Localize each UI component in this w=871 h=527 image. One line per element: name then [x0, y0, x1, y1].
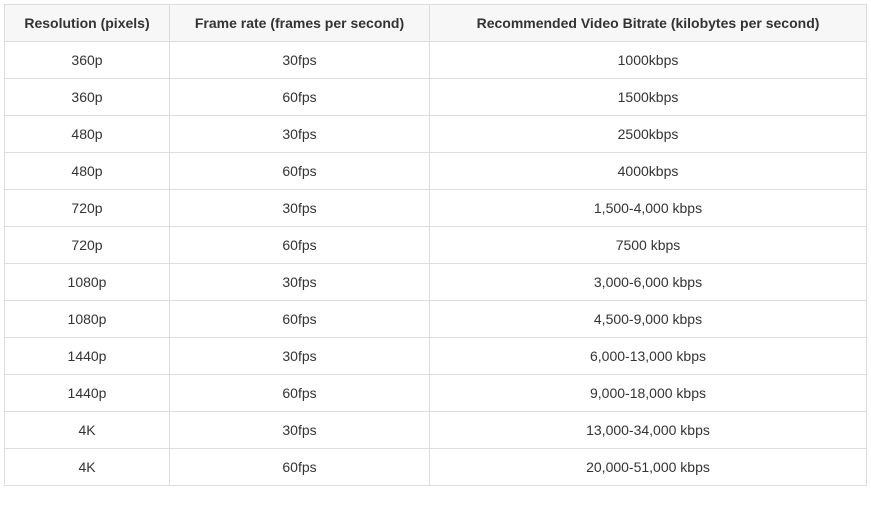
table-row: 720p 60fps 7500 kbps [5, 227, 867, 264]
cell-resolution: 480p [5, 116, 170, 153]
cell-resolution: 1080p [5, 264, 170, 301]
cell-bitrate: 4000kbps [430, 153, 867, 190]
table-header-row: Resolution (pixels) Frame rate (frames p… [5, 5, 867, 42]
cell-framerate: 30fps [170, 116, 430, 153]
bitrate-table: Resolution (pixels) Frame rate (frames p… [4, 4, 867, 486]
bitrate-table-container: Resolution (pixels) Frame rate (frames p… [0, 0, 871, 490]
cell-bitrate: 1500kbps [430, 79, 867, 116]
table-row: 1080p 60fps 4,500-9,000 kbps [5, 301, 867, 338]
table-row: 720p 30fps 1,500-4,000 kbps [5, 190, 867, 227]
cell-resolution: 4K [5, 449, 170, 486]
cell-framerate: 30fps [170, 264, 430, 301]
table-row: 1440p 30fps 6,000-13,000 kbps [5, 338, 867, 375]
cell-framerate: 60fps [170, 153, 430, 190]
cell-framerate: 60fps [170, 227, 430, 264]
cell-bitrate: 4,500-9,000 kbps [430, 301, 867, 338]
cell-resolution: 480p [5, 153, 170, 190]
cell-bitrate: 20,000-51,000 kbps [430, 449, 867, 486]
table-row: 1440p 60fps 9,000-18,000 kbps [5, 375, 867, 412]
table-row: 4K 30fps 13,000-34,000 kbps [5, 412, 867, 449]
cell-resolution: 360p [5, 42, 170, 79]
table-row: 480p 60fps 4000kbps [5, 153, 867, 190]
cell-framerate: 30fps [170, 42, 430, 79]
table-row: 480p 30fps 2500kbps [5, 116, 867, 153]
cell-framerate: 60fps [170, 449, 430, 486]
cell-framerate: 60fps [170, 301, 430, 338]
cell-resolution: 1080p [5, 301, 170, 338]
cell-bitrate: 6,000-13,000 kbps [430, 338, 867, 375]
table-row: 1080p 30fps 3,000-6,000 kbps [5, 264, 867, 301]
cell-resolution: 720p [5, 227, 170, 264]
cell-resolution: 4K [5, 412, 170, 449]
cell-bitrate: 1000kbps [430, 42, 867, 79]
cell-resolution: 360p [5, 79, 170, 116]
cell-resolution: 1440p [5, 338, 170, 375]
table-row: 360p 30fps 1000kbps [5, 42, 867, 79]
table-row: 4K 60fps 20,000-51,000 kbps [5, 449, 867, 486]
col-resolution-header: Resolution (pixels) [5, 5, 170, 42]
col-bitrate-header: Recommended Video Bitrate (kilobytes per… [430, 5, 867, 42]
cell-bitrate: 3,000-6,000 kbps [430, 264, 867, 301]
cell-bitrate: 13,000-34,000 kbps [430, 412, 867, 449]
cell-framerate: 30fps [170, 190, 430, 227]
cell-framerate: 30fps [170, 412, 430, 449]
cell-bitrate: 9,000-18,000 kbps [430, 375, 867, 412]
cell-framerate: 60fps [170, 375, 430, 412]
cell-resolution: 1440p [5, 375, 170, 412]
cell-framerate: 30fps [170, 338, 430, 375]
col-framerate-header: Frame rate (frames per second) [170, 5, 430, 42]
cell-resolution: 720p [5, 190, 170, 227]
cell-bitrate: 7500 kbps [430, 227, 867, 264]
table-row: 360p 60fps 1500kbps [5, 79, 867, 116]
cell-framerate: 60fps [170, 79, 430, 116]
cell-bitrate: 1,500-4,000 kbps [430, 190, 867, 227]
cell-bitrate: 2500kbps [430, 116, 867, 153]
